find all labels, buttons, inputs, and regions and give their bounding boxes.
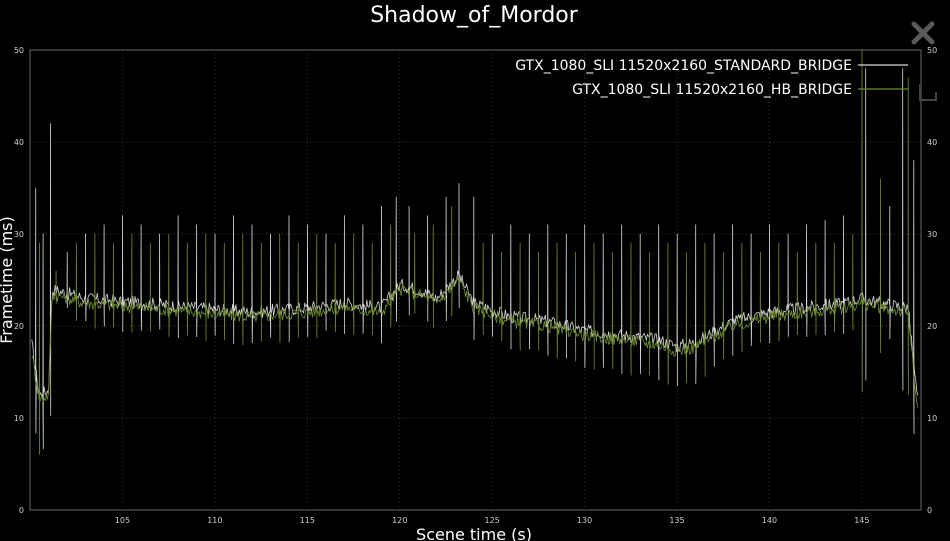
series-layer <box>31 49 919 455</box>
y-tick-label: 50 <box>14 46 24 55</box>
x-axis-ticks: 105 110 115 120 125 130 135 140 145 <box>115 516 870 525</box>
series-hb-bridge <box>31 49 919 455</box>
y-tick-label-right: 10 <box>927 414 937 423</box>
legend-label: GTX_1080_SLI 11520x2160_STANDARD_BRIDGE <box>515 58 852 74</box>
plot-frame <box>29 49 922 511</box>
x-tick-label: 145 <box>854 516 869 525</box>
chart-title: Shadow_of_Mordor <box>370 3 579 28</box>
x-tick-label: 120 <box>392 516 407 525</box>
x-tick-label: 105 <box>115 516 130 525</box>
y-tick-label: 10 <box>14 414 24 423</box>
y-axis-ticks-right: 0 10 20 30 40 50 <box>927 46 937 515</box>
y-tick-label: 20 <box>14 322 24 331</box>
legend: GTX_1080_SLI 11520x2160_STANDARD_BRIDGE G… <box>515 58 908 98</box>
y-tick-label: 0 <box>19 506 24 515</box>
series-line <box>31 49 919 455</box>
series-standard-bridge <box>31 68 919 450</box>
x-tick-label: 125 <box>484 516 499 525</box>
x-tick-label: 140 <box>762 516 777 525</box>
y-axis-ticks-left: 0 10 20 30 40 50 <box>14 46 24 515</box>
y-tick-label: 30 <box>14 230 24 239</box>
legend-label: GTX_1080_SLI 11520x2160_HB_BRIDGE <box>572 82 852 98</box>
y-tick-label-right: 20 <box>927 322 937 331</box>
close-icon[interactable] <box>908 18 938 48</box>
y-tick-label-right: 0 <box>927 506 932 515</box>
y-tick-label-right: 50 <box>927 46 937 55</box>
grid <box>30 50 921 510</box>
y-tick-label-right: 30 <box>927 230 937 239</box>
y-tick-label-right: 40 <box>927 138 937 147</box>
series-line <box>31 68 919 450</box>
x-tick-label: 115 <box>300 516 315 525</box>
x-tick-label: 135 <box>669 516 684 525</box>
plot-border <box>29 49 922 511</box>
expand-icon[interactable] <box>916 80 940 104</box>
x-tick-label: 130 <box>577 516 592 525</box>
y-axis-label: Frametime (ms) <box>0 216 16 344</box>
x-tick-label: 110 <box>207 516 222 525</box>
x-axis-label: Scene time (s) <box>416 525 532 541</box>
y-tick-label: 40 <box>14 138 24 147</box>
